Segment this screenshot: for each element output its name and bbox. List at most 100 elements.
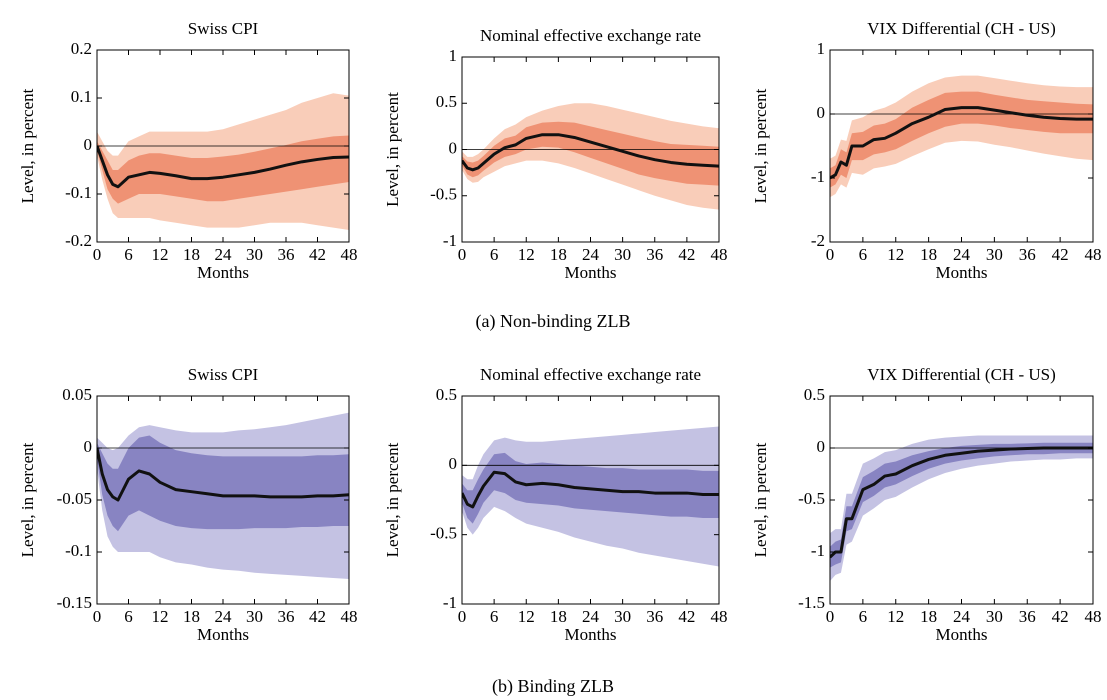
x-tick-label: 6 bbox=[490, 245, 499, 264]
x-tick-label: 36 bbox=[1019, 245, 1036, 264]
x-tick-label: 24 bbox=[582, 607, 600, 626]
y-tick-label: 0 bbox=[817, 437, 826, 456]
x-tick-label: 18 bbox=[920, 607, 937, 626]
y-tick-label: -0.5 bbox=[430, 524, 457, 543]
line bbox=[97, 447, 349, 502]
x-tick-label: 42 bbox=[1052, 245, 1069, 264]
x-tick-label: 48 bbox=[711, 607, 728, 626]
y-tick-label: 0 bbox=[449, 138, 458, 157]
x-tick-label: 0 bbox=[458, 607, 467, 626]
y-tick-label: 0.2 bbox=[71, 39, 92, 58]
x-tick-label: 0 bbox=[826, 245, 835, 264]
y-tick-label: 0 bbox=[817, 103, 826, 122]
x-tick-label: 12 bbox=[887, 245, 904, 264]
plot-area bbox=[97, 93, 349, 230]
y-tick-label: -0.5 bbox=[798, 489, 825, 508]
caption: (b) Binding ZLB bbox=[492, 676, 614, 697]
y-axis-label: Level, in percent bbox=[383, 92, 402, 207]
x-axis-label: Months bbox=[936, 263, 988, 282]
x-tick-label: 6 bbox=[490, 607, 499, 626]
x-tick-label: 30 bbox=[614, 245, 631, 264]
y-tick-label: 0.1 bbox=[71, 87, 92, 106]
y-tick-label: 0 bbox=[84, 437, 93, 456]
y-tick-label: -0.2 bbox=[65, 231, 92, 250]
x-tick-label: 0 bbox=[93, 245, 102, 264]
x-tick-label: 30 bbox=[246, 245, 263, 264]
x-tick-label: 42 bbox=[309, 245, 326, 264]
x-tick-label: 24 bbox=[582, 245, 600, 264]
x-tick-label: 36 bbox=[1019, 607, 1036, 626]
x-tick-label: 30 bbox=[986, 607, 1003, 626]
x-tick-label: 12 bbox=[518, 245, 535, 264]
x-tick-label: 48 bbox=[711, 245, 728, 264]
y-tick-label: -0.05 bbox=[57, 489, 92, 508]
x-tick-label: 18 bbox=[183, 607, 200, 626]
y-axis-label: Level, in percent bbox=[751, 88, 770, 203]
y-tick-label: 0.5 bbox=[436, 385, 457, 404]
y-tick-label: 0.5 bbox=[436, 92, 457, 111]
y-tick-label: -1 bbox=[443, 231, 457, 250]
x-tick-label: 42 bbox=[678, 245, 695, 264]
x-tick-label: 48 bbox=[341, 245, 358, 264]
plot-area bbox=[830, 75, 1093, 198]
y-tick-label: -2 bbox=[811, 231, 825, 250]
x-tick-label: 24 bbox=[215, 607, 233, 626]
y-tick-label: 0.5 bbox=[804, 385, 825, 404]
line bbox=[830, 106, 1093, 180]
y-tick-label: 0.05 bbox=[62, 385, 92, 404]
x-tick-label: 12 bbox=[887, 607, 904, 626]
chart-title: VIX Differential (CH - US) bbox=[867, 365, 1056, 384]
x-tick-label: 18 bbox=[183, 245, 200, 264]
x-tick-label: 6 bbox=[859, 245, 868, 264]
x-tick-label: 30 bbox=[246, 607, 263, 626]
x-tick-label: 6 bbox=[124, 245, 133, 264]
y-tick-label: -0.5 bbox=[430, 185, 457, 204]
y-tick-label: -0.15 bbox=[57, 593, 92, 612]
plot-area bbox=[97, 412, 349, 580]
confidence-band bbox=[97, 135, 349, 204]
x-tick-label: 30 bbox=[614, 607, 631, 626]
y-tick-label: -1.5 bbox=[798, 593, 825, 612]
x-tick-label: 42 bbox=[1052, 607, 1069, 626]
y-axis-label: Level, in percent bbox=[18, 88, 37, 203]
line bbox=[97, 145, 349, 189]
plot-area bbox=[830, 435, 1093, 582]
x-axis-label: Months bbox=[197, 263, 249, 282]
chart-title: Swiss CPI bbox=[188, 365, 259, 384]
x-axis-label: Months bbox=[936, 625, 988, 644]
y-axis-label: Level, in percent bbox=[751, 442, 770, 557]
y-tick-label: 0 bbox=[449, 454, 458, 473]
x-tick-label: 0 bbox=[93, 607, 102, 626]
line bbox=[462, 470, 719, 509]
chart-title: VIX Differential (CH - US) bbox=[867, 19, 1056, 38]
line bbox=[462, 133, 719, 172]
x-tick-label: 48 bbox=[341, 607, 358, 626]
x-tick-label: 42 bbox=[678, 607, 695, 626]
x-tick-label: 24 bbox=[215, 245, 233, 264]
confidence-band bbox=[97, 435, 349, 532]
x-tick-label: 18 bbox=[920, 245, 937, 264]
plot-area bbox=[462, 426, 719, 567]
y-tick-label: 1 bbox=[449, 46, 458, 65]
x-tick-label: 36 bbox=[278, 607, 295, 626]
x-tick-label: 42 bbox=[309, 607, 326, 626]
x-tick-label: 48 bbox=[1085, 607, 1102, 626]
chart-title: Swiss CPI bbox=[188, 19, 259, 38]
y-axis-label: Level, in percent bbox=[383, 442, 402, 557]
y-tick-label: -1 bbox=[443, 593, 457, 612]
x-tick-label: 6 bbox=[124, 607, 133, 626]
x-tick-label: 18 bbox=[550, 607, 567, 626]
y-tick-label: 0 bbox=[84, 135, 93, 154]
chart-title: Nominal effective exchange rate bbox=[480, 365, 701, 384]
x-tick-label: 12 bbox=[152, 245, 169, 264]
x-tick-label: 36 bbox=[646, 607, 663, 626]
y-tick-label: -0.1 bbox=[65, 541, 92, 560]
chart-title: Nominal effective exchange rate bbox=[480, 26, 701, 45]
x-tick-label: 6 bbox=[859, 607, 868, 626]
y-tick-label: -0.1 bbox=[65, 183, 92, 202]
plot-area bbox=[462, 103, 719, 210]
x-tick-label: 0 bbox=[458, 245, 467, 264]
y-tick-label: 1 bbox=[817, 39, 826, 58]
